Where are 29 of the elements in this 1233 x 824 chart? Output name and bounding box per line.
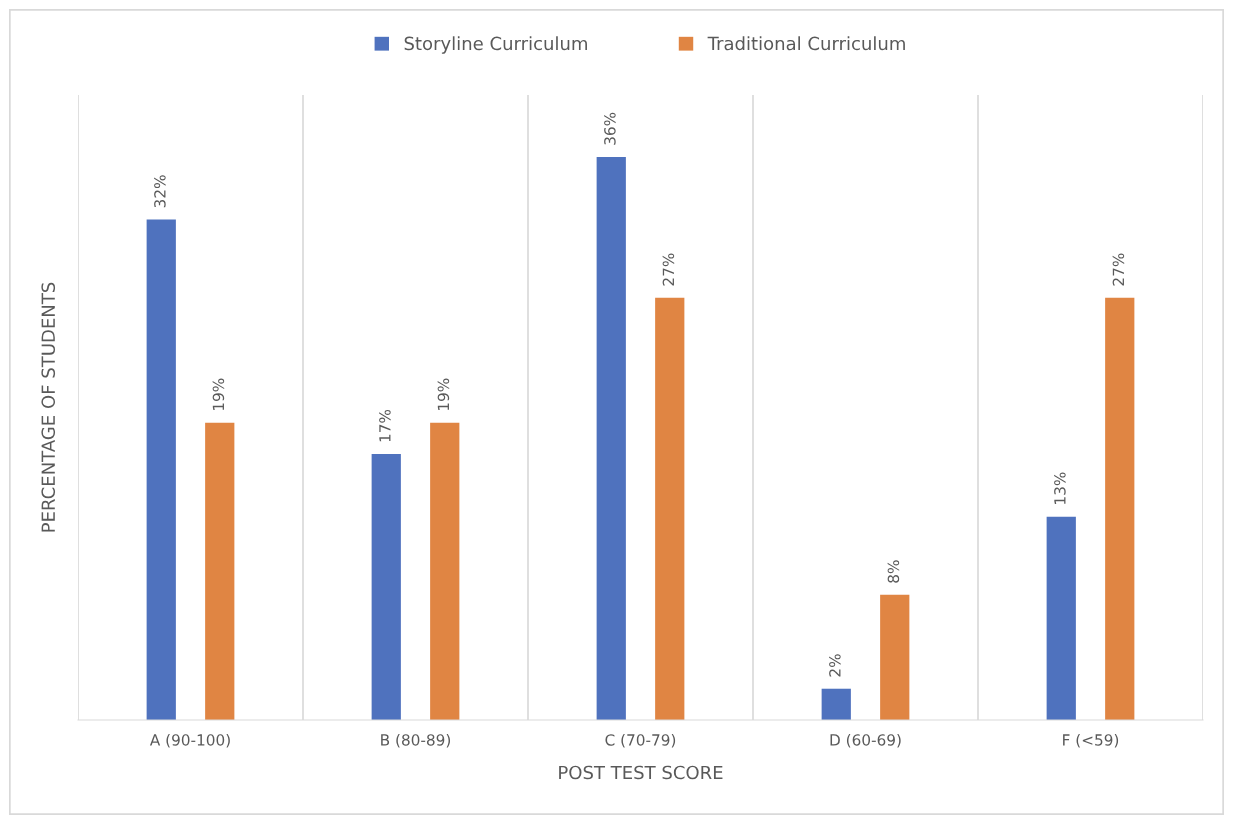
data-label: 27% (662, 253, 675, 286)
data-label: 13% (1054, 472, 1066, 504)
bar (1105, 297, 1135, 720)
bar (821, 688, 851, 720)
legend-label: Storyline Curriculum (404, 36, 587, 54)
data-label: 8% (887, 560, 900, 583)
x-tick-label: A (90-100) (149, 733, 230, 748)
data-label: 36% (604, 112, 616, 145)
x-tick-label: D (60-69) (830, 733, 901, 748)
data-label: 2% (829, 654, 841, 677)
data-label: 27% (1112, 253, 1125, 286)
bar (430, 422, 460, 720)
data-label: 17% (379, 409, 391, 442)
bar (146, 219, 176, 720)
x-tick-label: C (70-79) (605, 733, 676, 748)
bar (596, 156, 626, 720)
bar (655, 297, 685, 720)
data-label: 19% (437, 378, 450, 411)
data-label: 19% (212, 378, 225, 411)
x-tick-label: B (80-89) (381, 733, 451, 748)
bar (205, 422, 235, 720)
x-axis-title: POST TEST SCORE (559, 765, 723, 780)
y-axis-title: PERCENTAGE OF STUDENTS (41, 282, 56, 532)
bar (371, 454, 401, 720)
data-label: 32% (154, 175, 166, 208)
x-tick-label: F (<59) (1063, 733, 1119, 748)
legend-label: Traditional Curriculum (707, 36, 905, 51)
bar (880, 594, 910, 720)
bar (1046, 516, 1076, 720)
